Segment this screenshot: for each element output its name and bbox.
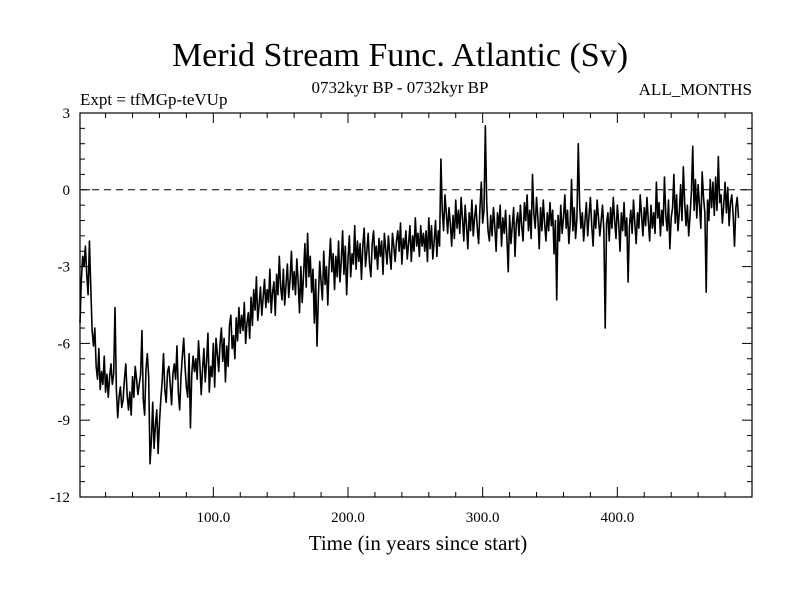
y-tick-label: 3	[63, 106, 71, 122]
x-axis-label: Time (in years since start)	[308, 531, 528, 555]
experiment-label: Expt = tfMGp-teVUp	[80, 90, 228, 109]
y-tick-label: -3	[58, 260, 71, 276]
time-range-label: 0732kyr BP - 0732kyr BP	[311, 78, 489, 97]
chart-title: Merid Stream Func. Atlantic (Sv)	[171, 37, 629, 74]
series-line-0	[79, 125, 740, 465]
x-tick-label: 400.0	[600, 510, 634, 526]
x-tick-label: 100.0	[196, 510, 230, 526]
y-tick-label: -9	[58, 413, 71, 429]
y-tick-label: -12	[50, 490, 70, 506]
y-tick-label: 0	[63, 183, 71, 199]
plot-frame	[79, 112, 753, 498]
x-tick-label: 200.0	[331, 510, 365, 526]
x-tick-label: 300.0	[466, 510, 500, 526]
months-label: ALL_MONTHS	[638, 80, 752, 99]
y-tick-label: -6	[58, 336, 71, 352]
